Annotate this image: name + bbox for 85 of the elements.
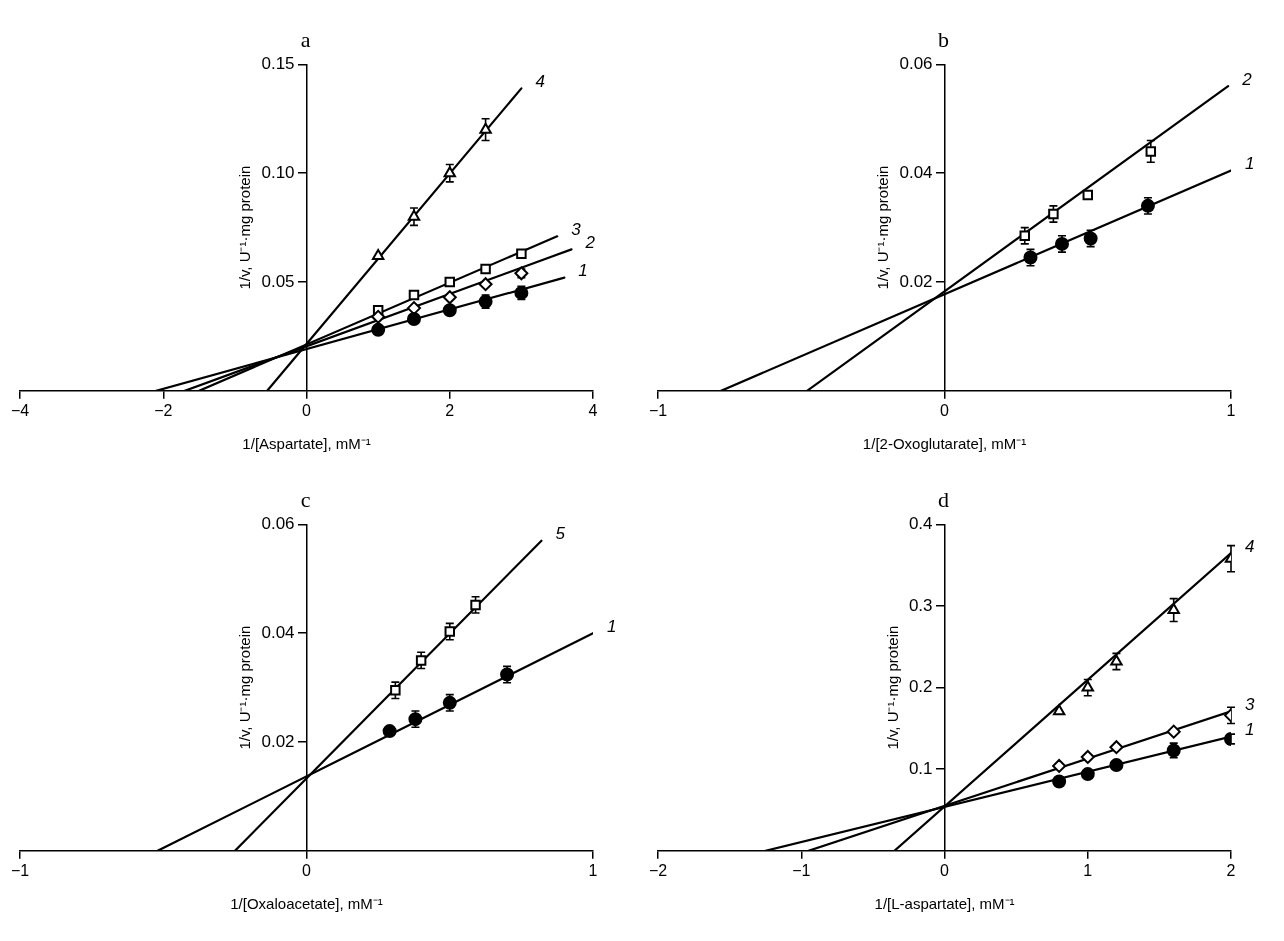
series-label: 5 [555,524,566,544]
series-label: 4 [535,72,545,92]
series-label: 1 [1245,154,1255,174]
y-axis-title: 1/v, U⁻¹·mg protein [236,165,254,290]
y-tick-label: 0.05 [261,271,295,291]
x-tick-label: −1 [792,861,811,879]
point [1080,749,1095,764]
x-tick-label: −4 [11,401,30,419]
x-tick-label: −2 [154,401,173,419]
point [415,655,427,666]
point [408,289,420,301]
x-axis-title: 1/[Oxaloacetate], mM⁻¹ [230,895,383,913]
x-tick-label: 0 [940,401,950,419]
point [470,599,481,611]
chart-title: b [938,26,949,52]
point [444,276,456,288]
y-tick-label: 0.02 [261,731,295,751]
point [480,263,491,275]
point [1110,654,1123,666]
x-axis-title: 1/[2-Oxoglutarate], mM⁻¹ [862,435,1027,453]
chart-title: a [300,26,311,52]
point [443,166,456,178]
point [516,248,527,259]
y-tick-label: 0.06 [899,54,933,74]
x-tick-label: −1 [11,861,30,879]
point [1052,704,1066,716]
y-tick-label: 0.04 [261,622,295,642]
y-tick-label: 0.1 [908,758,933,778]
x-tick-label: 1 [1226,401,1236,419]
point [442,303,457,318]
y-axis-title: 1/v, U⁻¹·mg protein [883,625,901,750]
x-tick-label: 1 [1083,861,1093,879]
y-tick-label: 0.06 [261,514,295,534]
y-tick-label: 0.3 [908,595,933,615]
series-label: 1 [578,261,588,281]
point [382,724,397,739]
point [390,685,401,696]
y-tick-label: 0.4 [908,514,933,534]
series-label: 3 [571,220,582,240]
point [1109,758,1124,773]
point [1052,758,1067,773]
x-tick-label: −1 [649,401,668,419]
point [371,309,386,324]
series-label: 1 [607,616,617,636]
x-axis-title: 1/[Aspartate], mM⁻¹ [242,435,371,453]
y-tick-label: 0.15 [261,54,295,74]
point [442,290,457,305]
chart-title: d [938,486,949,512]
series-label: 2 [584,233,596,253]
y-axis-title: 1/v, U⁻¹·mg protein [236,625,254,750]
point [478,277,493,292]
x-tick-label: 0 [940,861,950,879]
point [406,311,421,326]
x-tick-label: −2 [649,861,668,879]
x-tick-label: 1 [588,861,598,879]
point [1019,230,1031,241]
chart-title: c [300,486,311,512]
point [479,122,492,134]
x-tick-label: 4 [588,401,598,419]
y-tick-label: 0.2 [908,677,933,697]
point [1081,680,1094,692]
point [444,626,456,637]
point [1167,603,1180,615]
y-tick-label: 0.04 [899,162,933,182]
point [407,209,421,221]
series-label: 3 [1245,695,1255,714]
series-label: 1 [1245,720,1255,740]
x-tick-label: 2 [445,401,455,419]
x-tick-label: 2 [1226,861,1236,879]
series-label: 4 [1245,536,1255,556]
point [1166,724,1181,739]
point [1052,774,1067,789]
point [1109,740,1124,755]
point [1080,767,1095,782]
y-tick-label: 0.10 [261,162,295,182]
y-axis-title: 1/v, U⁻¹·mg protein [874,165,892,290]
y-tick-label: 0.02 [899,271,933,291]
point [371,248,385,260]
point [1145,146,1157,157]
series-label: 2 [1241,69,1253,89]
x-tick-label: 0 [302,401,312,419]
x-axis-title: 1/[L-aspartate], mM⁻¹ [874,895,1015,913]
x-tick-label: 0 [302,861,312,879]
point [1082,189,1094,201]
point [371,322,386,337]
